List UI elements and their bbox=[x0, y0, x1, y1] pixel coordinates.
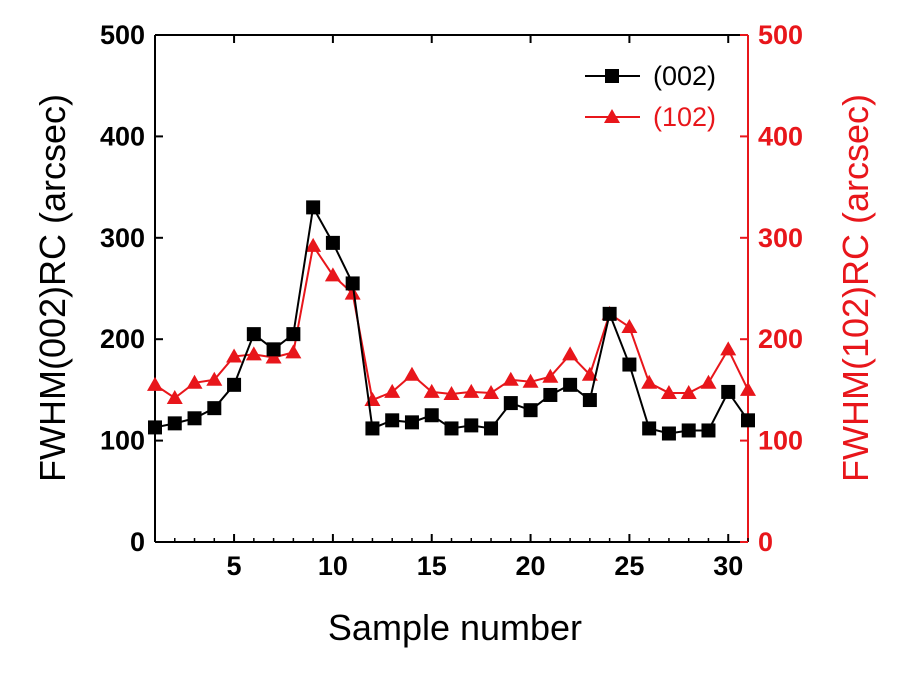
data-point bbox=[167, 416, 182, 431]
series-102 bbox=[147, 237, 756, 407]
data-point bbox=[680, 384, 697, 399]
data-point bbox=[443, 385, 460, 400]
data-point bbox=[384, 383, 401, 398]
data-point bbox=[741, 413, 755, 428]
data-point bbox=[522, 373, 539, 388]
data-point bbox=[246, 327, 261, 342]
data-point bbox=[681, 423, 696, 438]
data-point bbox=[720, 341, 737, 356]
x-tick-label: 5 bbox=[227, 551, 242, 581]
legend-label: (002) bbox=[653, 61, 716, 91]
data-point bbox=[721, 384, 736, 399]
data-point bbox=[502, 371, 519, 386]
y-left-tick-label: 300 bbox=[100, 223, 145, 253]
y-right-tick-label: 0 bbox=[758, 527, 773, 557]
data-point bbox=[186, 374, 203, 389]
series-layer bbox=[147, 200, 756, 441]
data-point bbox=[403, 366, 420, 381]
data-point bbox=[582, 393, 597, 408]
y-right-tick-label: 100 bbox=[758, 426, 803, 456]
data-point bbox=[226, 348, 243, 363]
data-point bbox=[206, 371, 223, 386]
data-point bbox=[661, 426, 676, 441]
legend-marker bbox=[605, 69, 619, 83]
data-point bbox=[660, 384, 677, 399]
data-point bbox=[424, 408, 439, 423]
y-right-tick-label: 500 bbox=[758, 20, 803, 50]
data-point bbox=[385, 413, 400, 428]
x-axis-title: Sample number bbox=[328, 607, 582, 648]
legend-item: (102) bbox=[585, 102, 716, 132]
data-point bbox=[464, 418, 479, 433]
data-point bbox=[404, 415, 419, 430]
data-point bbox=[641, 374, 658, 389]
y-left-tick-label: 100 bbox=[100, 426, 145, 456]
data-point bbox=[344, 285, 361, 300]
y-left-tick-label: 0 bbox=[130, 527, 145, 557]
legend-marker bbox=[604, 109, 620, 123]
x-tick-label: 20 bbox=[516, 551, 546, 581]
data-point bbox=[265, 349, 282, 364]
data-point bbox=[285, 344, 302, 359]
y-left-tick-label: 200 bbox=[100, 324, 145, 354]
data-point bbox=[740, 381, 756, 396]
data-point bbox=[701, 423, 716, 438]
data-point bbox=[345, 276, 360, 291]
series-line bbox=[154, 243, 749, 402]
y-right-tick-label: 400 bbox=[758, 121, 803, 151]
data-point bbox=[166, 390, 183, 405]
data-point bbox=[543, 387, 558, 402]
data-point bbox=[266, 342, 281, 357]
y-axis-right-title: FWHM(102)RC (arcsec) bbox=[835, 94, 876, 482]
data-point bbox=[622, 357, 637, 372]
x-tick-label: 30 bbox=[713, 551, 743, 581]
x-tick-label: 10 bbox=[318, 551, 348, 581]
y-axis-left: 0 100 200 300 400 500 bbox=[100, 20, 163, 557]
data-point bbox=[365, 421, 380, 436]
x-axis: 5 10 15 20 25 30 bbox=[154, 35, 749, 581]
data-point bbox=[700, 374, 717, 389]
data-point bbox=[147, 376, 163, 391]
y-left-tick-label: 500 bbox=[100, 20, 145, 50]
y-axis-right: 0 100 200 300 400 500 bbox=[740, 20, 803, 557]
x-tick-label: 25 bbox=[614, 551, 644, 581]
data-point bbox=[484, 421, 499, 436]
series-002 bbox=[148, 200, 755, 441]
y-axis-left-title: FWHM(002)RC (arcsec) bbox=[32, 94, 73, 482]
data-point bbox=[187, 411, 202, 426]
data-point bbox=[207, 401, 222, 416]
data-point bbox=[562, 346, 579, 361]
y-right-tick-label: 300 bbox=[758, 223, 803, 253]
data-point bbox=[325, 235, 340, 250]
data-point bbox=[423, 383, 440, 398]
y-right-tick-label: 200 bbox=[758, 324, 803, 354]
data-point bbox=[245, 346, 262, 361]
legend-label: (102) bbox=[653, 102, 716, 132]
data-point bbox=[444, 421, 459, 436]
data-point bbox=[148, 420, 162, 435]
data-point bbox=[305, 237, 322, 252]
data-point bbox=[563, 377, 578, 392]
data-point bbox=[286, 327, 301, 342]
legend: (002) (102) bbox=[585, 61, 716, 132]
data-point bbox=[306, 200, 321, 215]
data-point bbox=[621, 319, 638, 334]
data-point bbox=[581, 366, 598, 381]
data-point bbox=[523, 403, 538, 418]
data-point bbox=[227, 377, 242, 392]
data-point bbox=[483, 384, 500, 399]
data-point bbox=[642, 421, 657, 436]
y-left-tick-label: 400 bbox=[100, 121, 145, 151]
data-point bbox=[542, 368, 559, 383]
data-point bbox=[602, 306, 617, 321]
legend-item: (002) bbox=[585, 61, 716, 91]
x-tick-label: 15 bbox=[417, 551, 447, 581]
data-point bbox=[503, 396, 518, 411]
data-point bbox=[463, 383, 480, 398]
data-point bbox=[324, 267, 341, 282]
